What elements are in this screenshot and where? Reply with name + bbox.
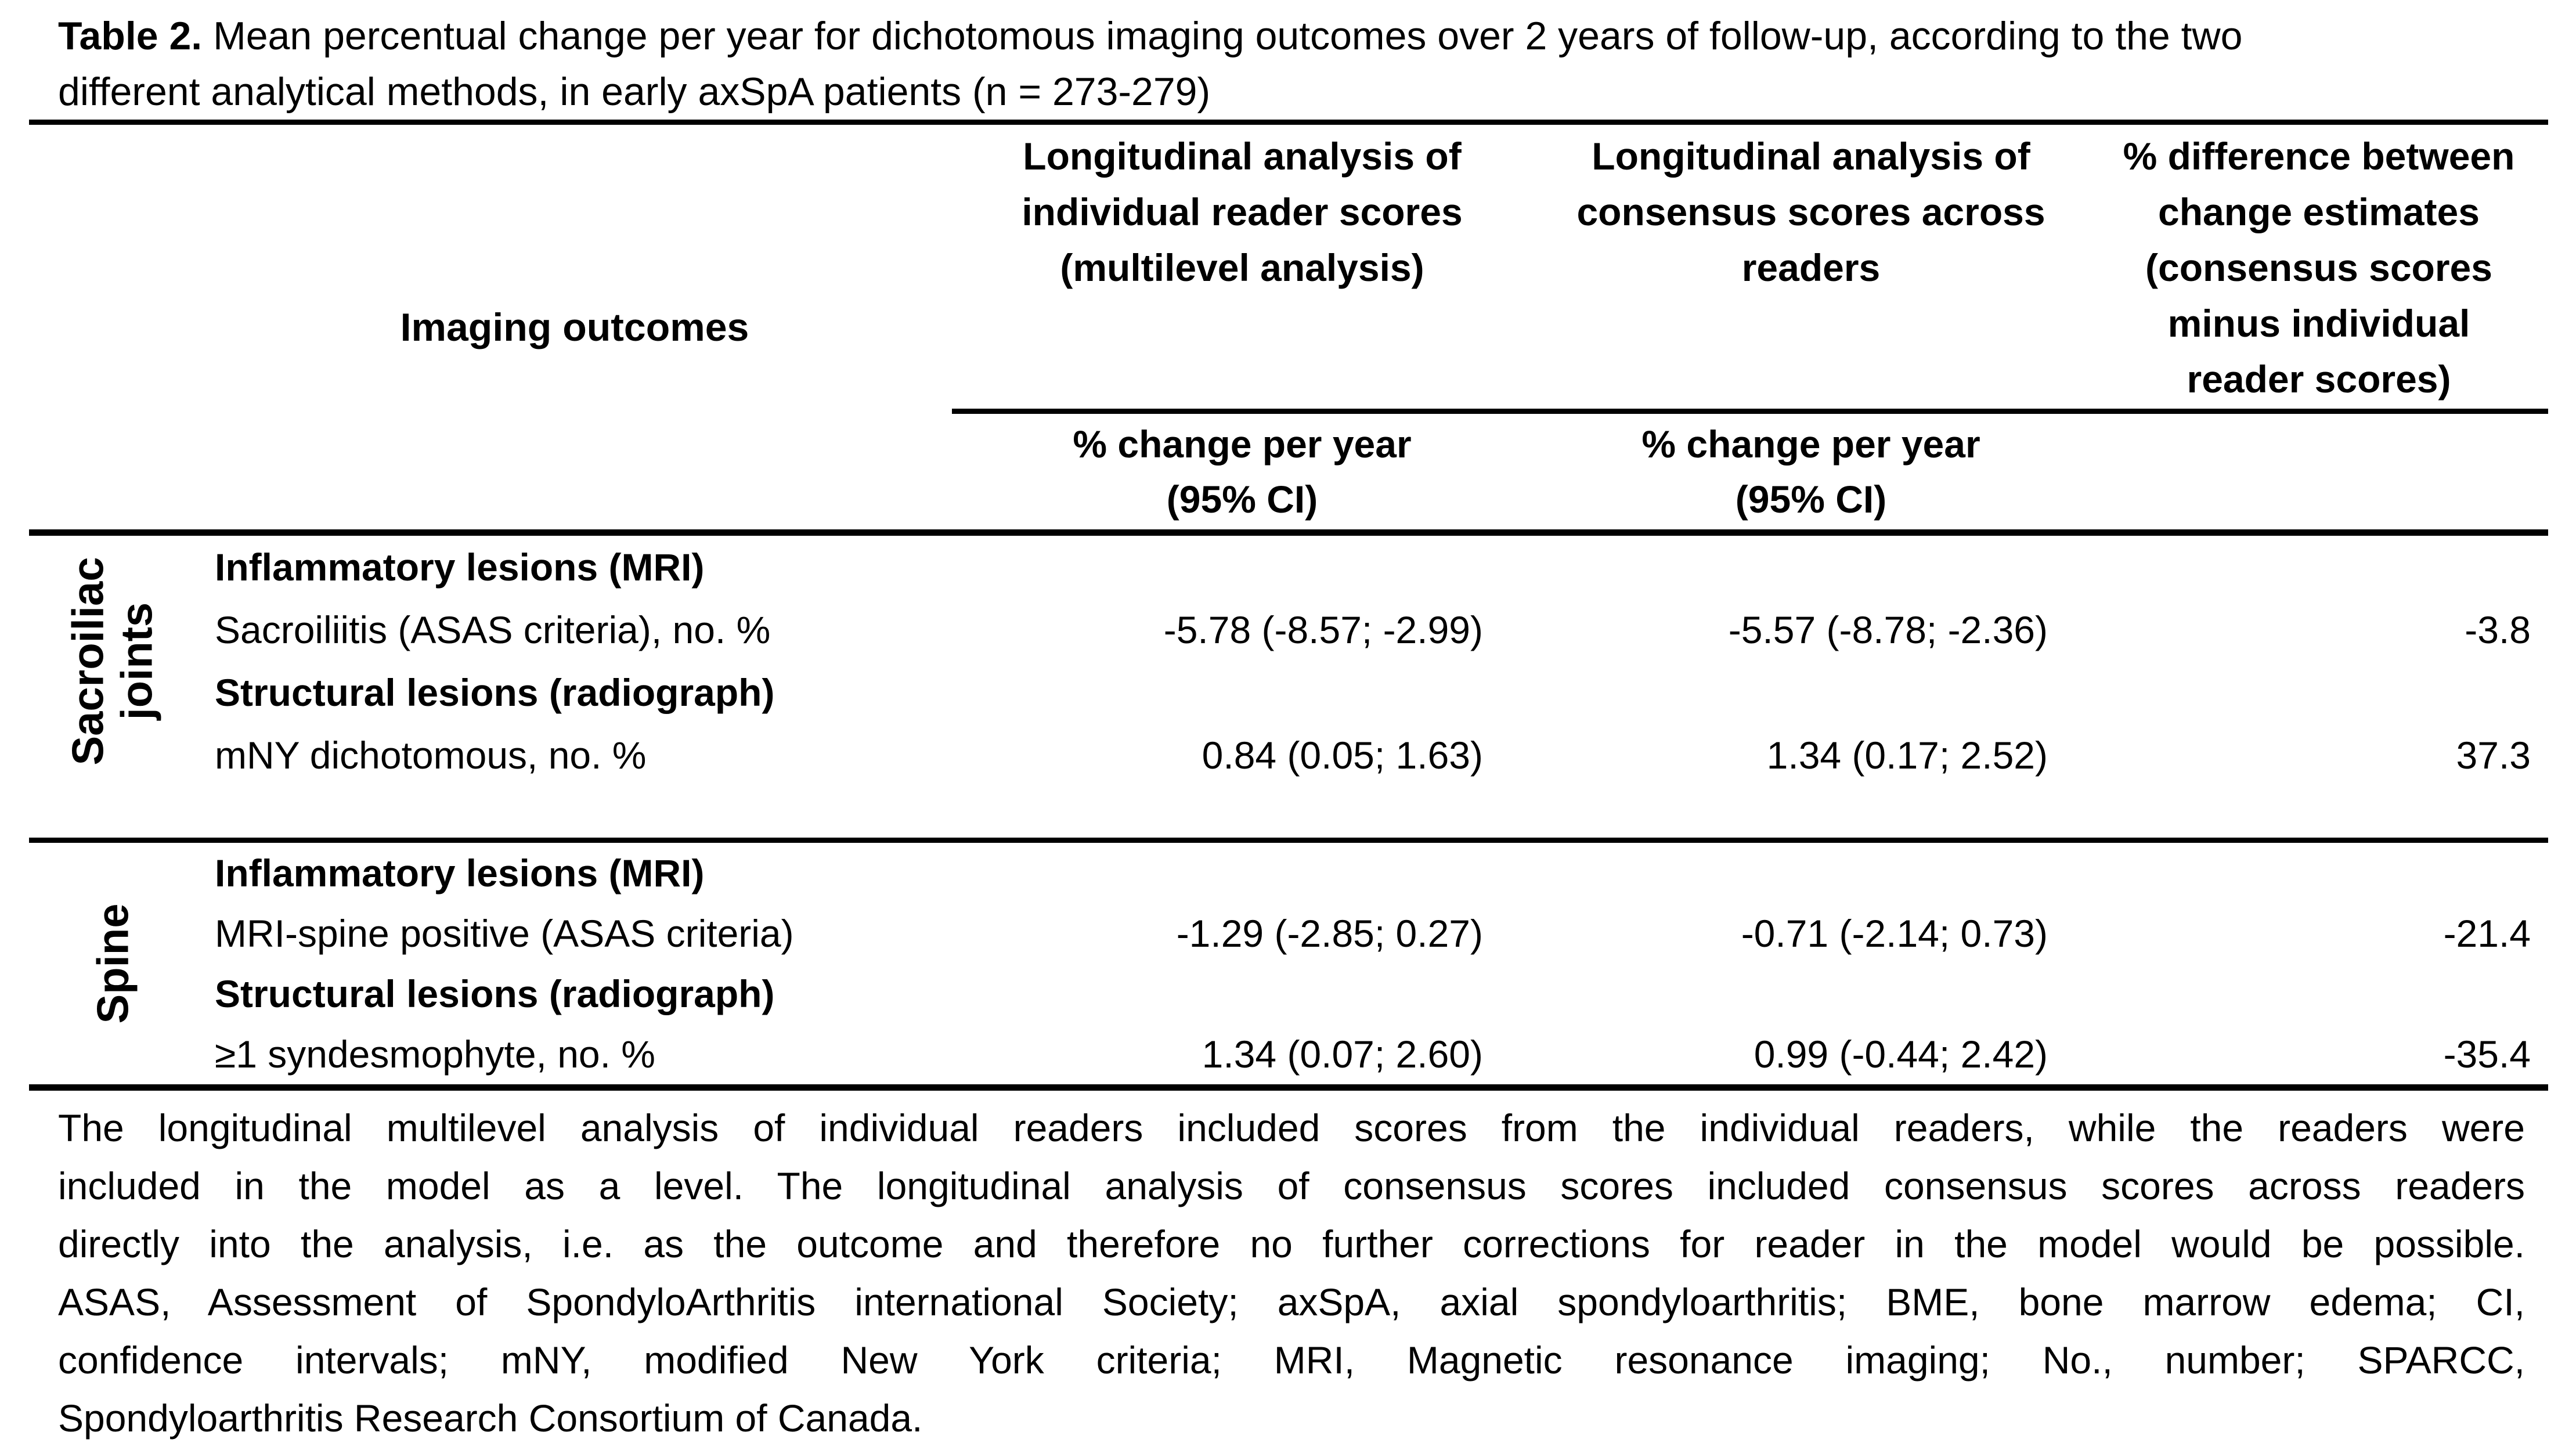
row-label-syndesmophyte: ≥1 syndesmophyte, no. % xyxy=(215,1033,655,1076)
cell-consensus xyxy=(1532,536,2090,598)
row-label-inflammatory-lesions-mri: Inflammatory lesions (MRI) xyxy=(215,852,705,894)
cell-difference: -21.4 xyxy=(2443,912,2531,955)
cell-difference: -3.8 xyxy=(2465,608,2531,651)
subheader-change-per-year-consensus: % change per year (95% CI) xyxy=(1641,422,1980,521)
row-label-sacroiliitis: Sacroiliitis (ASAS criteria), no. % xyxy=(215,608,771,651)
cell-individual: 1.34 (0.07; 2.60) xyxy=(1202,1033,1483,1076)
row-label-structural-lesions-radiograph: Structural lesions (radiograph) xyxy=(215,671,775,714)
row-label-mny-dichotomous: mNY dichotomous, no. % xyxy=(215,734,647,777)
column-header-percent-difference: % difference between change estimates (c… xyxy=(2123,135,2515,401)
table-caption-number: Table 2. xyxy=(58,14,203,58)
row-group-label-cell: Spine xyxy=(29,843,197,1084)
table-header: Imaging outcomes Longitudinal analysis o… xyxy=(29,125,2548,536)
footnote-line: The longitudinal multilevel analysis of … xyxy=(58,1106,2525,1149)
cell-difference xyxy=(2090,843,2548,903)
footnote-line: Spondyloarthritis Research Consortium of… xyxy=(58,1397,923,1440)
row-group-label-cell: Sacroiliac joints xyxy=(29,536,197,787)
row-group-label-sacroiliac-joints: Sacroiliac joints xyxy=(64,557,163,766)
data-table: Imaging outcomes Longitudinal analysis o… xyxy=(29,120,2548,1091)
cell-individual: -1.29 (-2.85; 0.27) xyxy=(1176,912,1483,955)
cell-difference xyxy=(2090,964,2548,1024)
row-label-structural-lesions-radiograph: Structural lesions (radiograph) xyxy=(215,972,775,1015)
table-footnote: The longitudinal multilevel analysis of … xyxy=(58,1099,2525,1447)
cell-individual xyxy=(952,964,1532,1024)
footnote-line: ASAS, Assessment of SpondyloArthritis in… xyxy=(58,1281,2525,1323)
cell-individual xyxy=(952,536,1532,598)
cell-consensus: -5.57 (-8.78; -2.36) xyxy=(1728,608,2048,651)
table-caption-text-line2: different analytical methods, in early a… xyxy=(58,70,1211,114)
cell-individual xyxy=(952,661,1532,724)
section-spine: Spine Inflammatory lesions (MRI) MRI-spi… xyxy=(29,843,2548,1091)
column-header-individual-reader-scores: Longitudinal analysis of individual read… xyxy=(1022,135,1463,289)
cell-consensus xyxy=(1532,964,2090,1024)
table-caption: Table 2. Mean percentual change per year… xyxy=(0,0,2576,120)
column-header-consensus-scores: Longitudinal analysis of consensus score… xyxy=(1576,135,2045,289)
footnote-line: included in the model as a level. The lo… xyxy=(58,1164,2525,1207)
table-caption-text-line1: Mean percentual change per year for dich… xyxy=(213,14,2243,58)
section-sacroiliac-joints: Sacroiliac joints Inflammatory lesions (… xyxy=(29,536,2548,843)
cell-consensus xyxy=(1532,661,2090,724)
column-header-imaging-outcomes: Imaging outcomes xyxy=(400,305,749,349)
row-group-label-spine: Spine xyxy=(88,903,138,1024)
cell-difference: -35.4 xyxy=(2443,1033,2531,1076)
cell-individual xyxy=(952,843,1532,903)
cell-consensus xyxy=(1532,843,2090,903)
footnote-line: confidence intervals; mNY, modified New … xyxy=(58,1339,2525,1382)
cell-difference: 37.3 xyxy=(2456,734,2531,777)
cell-individual: -5.78 (-8.57; -2.99) xyxy=(1163,608,1483,651)
header-spanner-rule xyxy=(952,409,2548,414)
cell-consensus: -0.71 (-2.14; 0.73) xyxy=(1741,912,2048,955)
cell-difference xyxy=(2090,536,2548,598)
cell-difference xyxy=(2090,661,2548,724)
row-label-mri-spine-positive: MRI-spine positive (ASAS criteria) xyxy=(215,912,794,955)
subheader-change-per-year-individual: % change per year (95% CI) xyxy=(1073,422,1412,521)
footnote-line: directly into the analysis, i.e. as the … xyxy=(58,1222,2525,1265)
cell-consensus: 1.34 (0.17; 2.52) xyxy=(1766,734,2048,777)
cell-consensus: 0.99 (-0.44; 2.42) xyxy=(1754,1033,2048,1076)
row-label-inflammatory-lesions-mri: Inflammatory lesions (MRI) xyxy=(215,546,705,589)
cell-individual: 0.84 (0.05; 1.63) xyxy=(1202,734,1483,777)
